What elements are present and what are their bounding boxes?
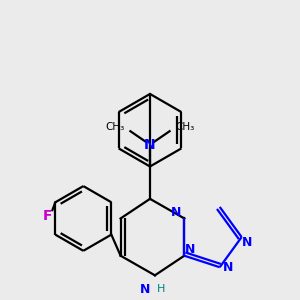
Text: N: N <box>242 236 253 250</box>
Text: N: N <box>185 243 195 256</box>
Text: N: N <box>171 206 182 219</box>
Text: H: H <box>157 284 165 294</box>
Text: CH₃: CH₃ <box>176 122 195 132</box>
Text: N: N <box>140 283 150 296</box>
Text: N: N <box>222 261 233 274</box>
Text: N: N <box>144 138 156 152</box>
Text: CH₃: CH₃ <box>105 122 124 132</box>
Text: F: F <box>43 209 52 223</box>
